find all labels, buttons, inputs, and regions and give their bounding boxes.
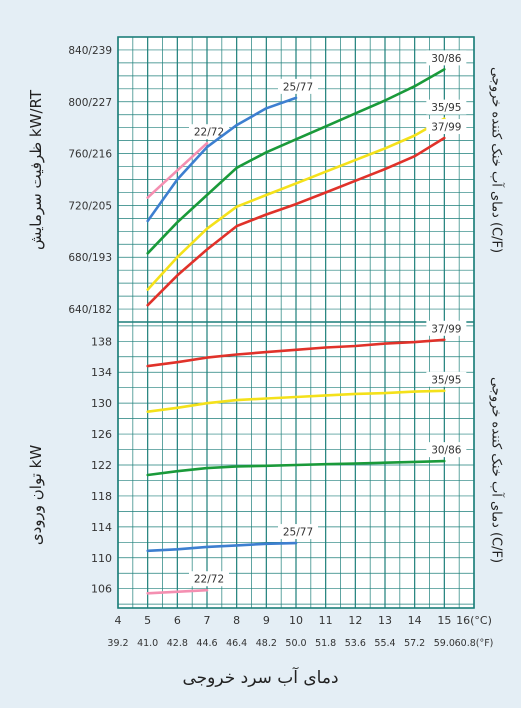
- x-tick-celsius: 12: [348, 614, 362, 627]
- series-label: 35/95: [431, 102, 461, 114]
- x-tick-fahrenheit: 51.8: [315, 638, 336, 649]
- power-series-line: [146, 588, 209, 595]
- y-tick-power: 122: [91, 459, 112, 472]
- x-tick-fahrenheit: 50.0: [285, 638, 306, 649]
- x-tick-celsius: 15: [437, 614, 451, 627]
- x-tick-fahrenheit: 59.0: [434, 638, 455, 649]
- x-tick-celsius: 8: [233, 614, 240, 627]
- y-tick-capacity: 680/193: [68, 252, 112, 264]
- series-label-box: [189, 571, 229, 587]
- series-label-box: [278, 78, 318, 94]
- y-tick-power: 118: [91, 490, 112, 503]
- x-tick-celsius: 7: [204, 614, 211, 627]
- y-tick-capacity: 840/239: [68, 45, 112, 57]
- capacity-series-line: [146, 141, 209, 199]
- power-series-line: [146, 459, 446, 477]
- series-label-box: [426, 50, 467, 66]
- power-series-line: [146, 541, 298, 553]
- x-tick-celsius: 16(°C): [456, 614, 492, 627]
- x-tick-celsius: 9: [263, 614, 270, 627]
- series-label-box: [426, 119, 467, 135]
- x-tick-fahrenheit: 48.2: [256, 638, 277, 649]
- x-axis-label: دمای آب سرد خروجی: [182, 668, 339, 688]
- y-tick-capacity: 800/227: [68, 97, 112, 109]
- series-label: 30/86: [431, 53, 462, 65]
- y-tick-power: 126: [91, 428, 112, 441]
- x-tick-fahrenheit: 41.0: [137, 638, 158, 649]
- x-tick-celsius: 11: [319, 614, 333, 627]
- series-label: 35/95: [431, 374, 461, 386]
- y-tick-capacity: 760/216: [68, 149, 112, 161]
- x-tick-celsius: 13: [378, 614, 392, 627]
- power-series-line: [146, 338, 446, 368]
- y-tick-power: 138: [91, 335, 112, 348]
- x-tick-fahrenheit: 39.2: [107, 638, 128, 649]
- x-tick-fahrenheit: 46.4: [226, 638, 247, 649]
- series-label: 37/99: [431, 122, 461, 134]
- series-label-box: [278, 524, 318, 540]
- power-series-line: [146, 389, 446, 414]
- capacity-axis-label: ظرفیت سرمایش kW/RT: [27, 89, 45, 251]
- x-tick-fahrenheit: 55.4: [374, 638, 395, 649]
- series-label: 22/72: [194, 127, 224, 139]
- power-axis-label: توان ورودی kW: [27, 444, 45, 546]
- y-tick-power: 134: [91, 366, 112, 379]
- x-tick-celsius: 6: [174, 614, 181, 627]
- series-label: 22/72: [194, 574, 224, 586]
- right-axis-label-top: دمای آب خنک کننده خروجی (C/F): [488, 66, 504, 254]
- x-tick-celsius: 4: [115, 614, 122, 627]
- x-tick-fahrenheit: 53.6: [345, 638, 366, 649]
- series-label-box: [426, 99, 467, 115]
- series-label: 30/86: [431, 445, 462, 457]
- series-label-box: [426, 320, 467, 336]
- series-label-box: [426, 371, 467, 387]
- capacity-series-line: [146, 68, 446, 255]
- y-tick-power: 130: [91, 397, 112, 410]
- x-tick-celsius: 10: [289, 614, 303, 627]
- x-tick-fahrenheit: 44.6: [196, 638, 217, 649]
- y-tick-capacity: 640/182: [68, 304, 112, 316]
- capacity-series-line: [146, 136, 446, 307]
- series-label-box: [426, 442, 467, 458]
- capacity-series-line: [146, 117, 446, 291]
- x-tick-celsius: 5: [144, 614, 151, 627]
- y-tick-power: 106: [91, 583, 112, 596]
- x-tick-fahrenheit: 42.8: [167, 638, 188, 649]
- series-label: 25/77: [283, 81, 313, 93]
- y-tick-power: 114: [91, 521, 112, 534]
- y-tick-capacity: 720/205: [68, 200, 112, 212]
- x-tick-celsius: 14: [408, 614, 422, 627]
- capacity-series-line: [146, 96, 298, 223]
- x-tick-fahrenheit: 60.8(°F): [455, 638, 494, 649]
- series-label: 25/77: [283, 527, 313, 539]
- y-tick-power: 110: [91, 552, 112, 565]
- right-axis-label-bottom: دمای آب خنک کننده خروجی (C/F): [488, 376, 504, 564]
- series-label-box: [189, 124, 229, 140]
- x-tick-fahrenheit: 57.2: [404, 638, 425, 649]
- series-label: 37/99: [431, 323, 461, 335]
